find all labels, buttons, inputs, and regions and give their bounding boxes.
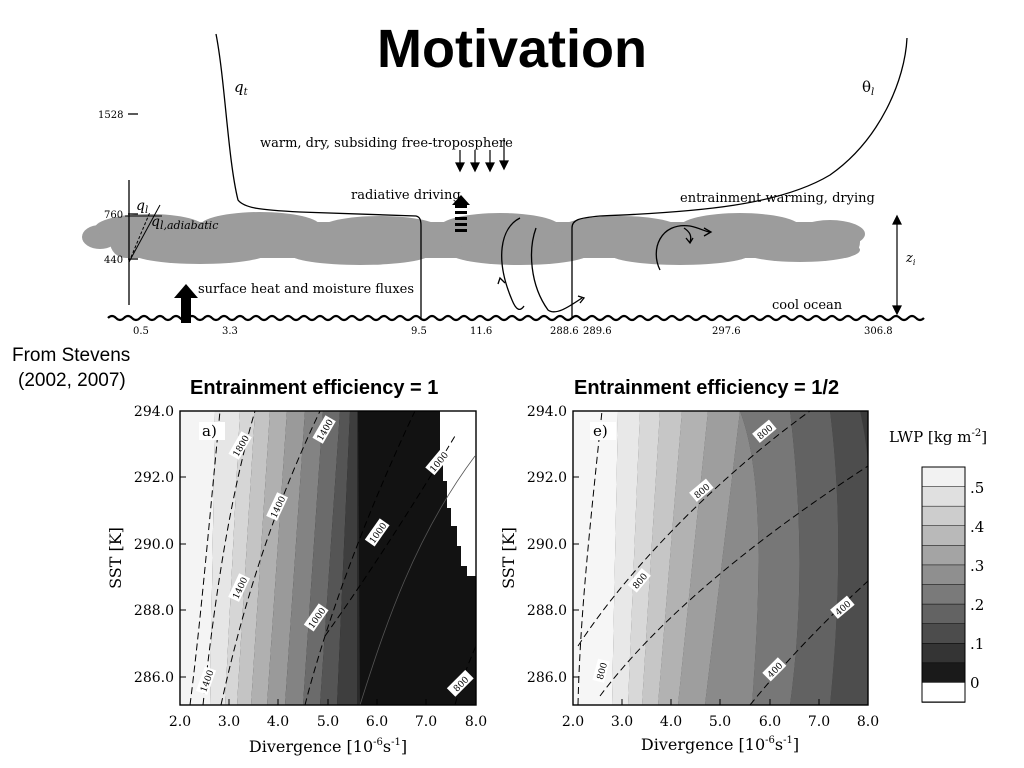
x-axis-label: Divergence [10-6s-1] (641, 735, 799, 754)
panel-title-right: Entrainment efficiency = 1/2 (574, 377, 840, 399)
y-axis-label: SST [K] (499, 527, 518, 589)
ytick-288: 288.0 (134, 603, 174, 619)
colorbar-label-0: 0 (970, 674, 980, 692)
radiative-arrow (452, 195, 470, 232)
boundary-layer-schematic: 1528 760 440 qt θl ql ql,adiabatic zi wa… (82, 33, 925, 337)
source-line-2: (2002, 2007) (18, 370, 126, 391)
colorbar-swatch (921, 525, 966, 547)
ytick-288: 288.0 (527, 603, 567, 619)
xtick-5: 5.0 (317, 714, 339, 730)
panel-label-e: e) (593, 422, 608, 440)
colorbar-swatch (921, 564, 966, 586)
ytick-294: 294.0 (134, 404, 174, 420)
xtick-8: 8.0 (857, 714, 879, 730)
colorbar-swatch (921, 505, 966, 527)
colorbar-swatch (921, 466, 966, 488)
colorbar-label-0.5: .5 (970, 479, 984, 497)
qt-profile-line (215, 33, 422, 318)
theta-profile-line (571, 37, 908, 318)
xtick-3.3: 3.3 (222, 326, 238, 337)
colorbar-swatch (921, 682, 966, 703)
xtick-3: 3.0 (218, 714, 240, 730)
ytick-290: 290.0 (134, 537, 174, 553)
colorbar-swatch (921, 545, 966, 566)
colorbar-swatch (921, 584, 966, 605)
entrainment-label: entrainment warming, drying (680, 191, 875, 206)
cool-ocean-label: cool ocean (772, 298, 843, 313)
panel-title-left: Entrainment efficiency = 1 (190, 377, 439, 399)
radiative-label: radiative driving (351, 188, 461, 203)
slide-title: Motivation (377, 19, 647, 79)
panel-left-contour-plot: 1800 1400 1400 1400 1000 1000 1000 800 1… (106, 404, 487, 756)
xtick-4: 4.0 (660, 714, 682, 730)
xtick-297.6: 297.6 (712, 326, 741, 337)
contour-label: 800 (596, 661, 610, 680)
source-line-1: From Stevens (12, 345, 131, 366)
panel-label-a: a) (202, 422, 217, 440)
x-axis-label: Divergence [10-6s-1] (249, 737, 407, 756)
colorbar-swatch (921, 486, 966, 507)
colorbar-title: LWP [kg m-2] (889, 428, 987, 446)
xtick-4: 4.0 (267, 714, 289, 730)
ytick-294: 294.0 (527, 404, 567, 420)
subsiding-label: warm, dry, subsiding free-troposphere (260, 136, 513, 151)
colorbar-swatch (921, 623, 966, 645)
xtick-2: 2.0 (169, 714, 191, 730)
ytick-760: 760 (104, 210, 123, 221)
xtick-288.6: 288.6 (550, 326, 579, 337)
colorbar-label-0.2: .2 (970, 596, 984, 614)
xtick-6: 6.0 (759, 714, 781, 730)
xtick-3: 3.0 (611, 714, 633, 730)
subsidence-arrows (455, 138, 509, 173)
ytick-290: 290.0 (527, 537, 567, 553)
qt-label: qt (234, 78, 249, 98)
xtick-9.5: 9.5 (411, 326, 427, 337)
xtick-11.6: 11.6 (470, 326, 492, 337)
zi-label: zi (905, 251, 916, 267)
xtick-306.8: 306.8 (864, 326, 893, 337)
surface-flux-arrow (174, 284, 198, 323)
colorbar-swatch (921, 662, 966, 684)
colorbar-label-0.3: .3 (970, 557, 984, 575)
contour-labels-right: 800 800 800 400 400 800 (592, 419, 855, 683)
ytick-440: 440 (104, 255, 123, 266)
xtick-7: 7.0 (808, 714, 830, 730)
ql-adiabatic-label: ql,adiabatic (151, 214, 218, 232)
colorbar-swatch (921, 603, 966, 625)
colorbar-label-0.4: .4 (970, 518, 984, 536)
ytick-286: 286.0 (527, 670, 567, 686)
ytick-286: 286.0 (134, 670, 174, 686)
colorbar-label-0.1: .1 (970, 635, 984, 653)
colorbar-swatches (921, 466, 966, 703)
xtick-5: 5.0 (709, 714, 731, 730)
xtick-7: 7.0 (415, 714, 437, 730)
theta-label: θl (862, 78, 874, 98)
ytick-292: 292.0 (527, 470, 567, 486)
xtick-6: 6.0 (366, 714, 388, 730)
xtick-2: 2.0 (562, 714, 584, 730)
schematic-x-ticks: 0.5 3.3 9.5 11.6 288.6 289.6 297.6 306.8 (133, 326, 893, 337)
y-axis-label: SST [K] (106, 527, 125, 589)
ocean-surface-wave (107, 314, 925, 322)
xtick-0.5: 0.5 (133, 326, 149, 337)
lwp-colorbar: LWP [kg m-2] .5 .4 .3 .2 .1 0 (889, 428, 987, 703)
ytick-1528: 1528 (98, 110, 123, 121)
xtick-8: 8.0 (465, 714, 487, 730)
ytick-292: 292.0 (134, 470, 174, 486)
zi-arrow (892, 214, 902, 316)
colorbar-swatch (921, 643, 966, 664)
surface-flux-label: surface heat and moisture fluxes (198, 282, 414, 297)
circulation-arrows (497, 217, 713, 313)
xtick-289.6: 289.6 (583, 326, 612, 337)
ql-label: ql (136, 198, 148, 216)
cloud-layer (82, 212, 865, 265)
panel-right-contour-plot: 800 800 800 400 400 800 e) 294.0 292.0 2… (499, 404, 879, 754)
